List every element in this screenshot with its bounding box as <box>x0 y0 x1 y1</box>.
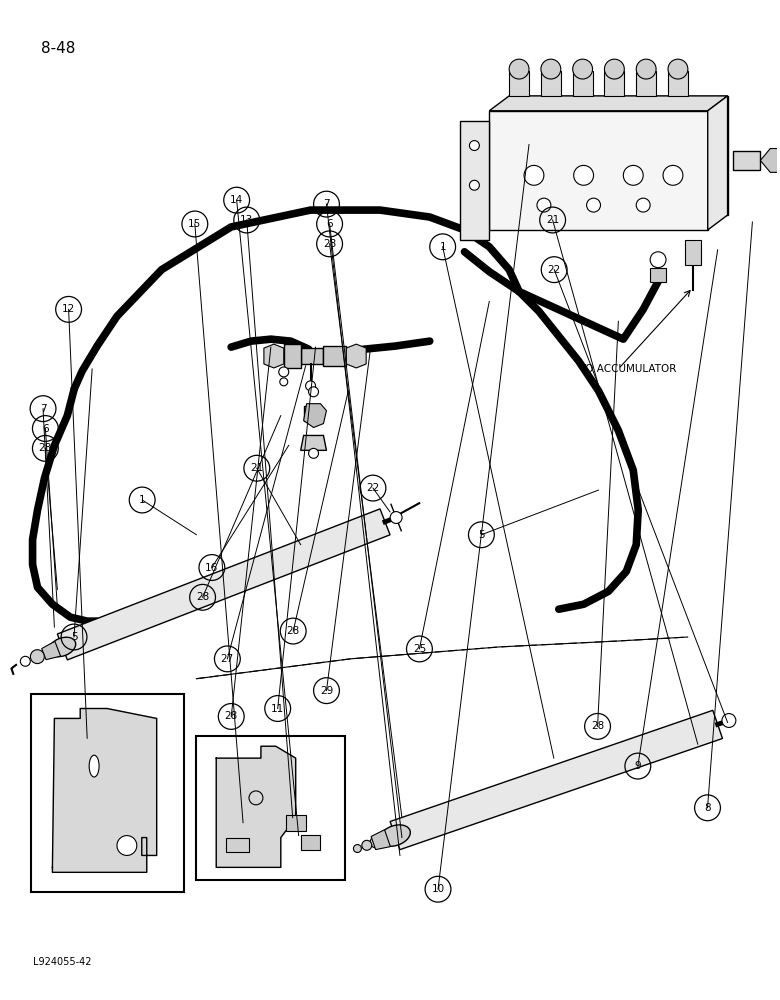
Circle shape <box>541 59 561 79</box>
Polygon shape <box>459 121 489 240</box>
Polygon shape <box>346 344 366 368</box>
Text: 1: 1 <box>139 495 146 505</box>
Text: 28: 28 <box>39 443 52 453</box>
Text: 14: 14 <box>230 195 243 205</box>
Polygon shape <box>284 344 300 368</box>
Polygon shape <box>303 406 321 421</box>
Circle shape <box>722 714 736 727</box>
Polygon shape <box>668 71 688 96</box>
Circle shape <box>604 59 624 79</box>
Circle shape <box>278 367 289 377</box>
Bar <box>197 736 346 880</box>
Polygon shape <box>324 346 346 366</box>
Text: 6: 6 <box>42 424 48 434</box>
Text: 12: 12 <box>62 304 75 314</box>
Polygon shape <box>489 96 728 111</box>
Text: 27: 27 <box>221 654 234 664</box>
Polygon shape <box>371 830 390 850</box>
Circle shape <box>623 165 644 185</box>
Polygon shape <box>264 344 284 368</box>
Polygon shape <box>41 641 61 660</box>
Text: 5: 5 <box>71 632 77 642</box>
Text: 8: 8 <box>704 803 711 813</box>
Text: 7: 7 <box>40 404 46 414</box>
Ellipse shape <box>49 637 76 657</box>
Bar <box>30 694 185 892</box>
Polygon shape <box>685 240 700 265</box>
Polygon shape <box>300 835 321 850</box>
Circle shape <box>370 836 382 848</box>
Polygon shape <box>732 151 760 170</box>
Text: TO ACCUMULATOR: TO ACCUMULATOR <box>579 364 676 374</box>
Text: 9: 9 <box>634 761 641 771</box>
Text: 8-48: 8-48 <box>41 41 75 56</box>
Polygon shape <box>285 815 306 831</box>
Text: 7: 7 <box>323 199 330 209</box>
Ellipse shape <box>89 755 99 777</box>
Polygon shape <box>489 111 707 230</box>
Text: 28: 28 <box>225 711 238 721</box>
Circle shape <box>573 59 593 79</box>
Polygon shape <box>509 96 728 215</box>
Polygon shape <box>300 348 324 364</box>
Circle shape <box>280 378 288 386</box>
Text: 10: 10 <box>431 884 445 894</box>
Polygon shape <box>390 710 722 850</box>
Circle shape <box>306 381 316 391</box>
Text: 22: 22 <box>548 265 561 275</box>
Circle shape <box>668 59 688 79</box>
Polygon shape <box>707 96 728 230</box>
Text: 15: 15 <box>188 219 201 229</box>
Circle shape <box>390 512 402 523</box>
Polygon shape <box>216 746 296 867</box>
Polygon shape <box>573 71 593 96</box>
Polygon shape <box>57 509 390 660</box>
Polygon shape <box>300 435 327 450</box>
Polygon shape <box>52 709 157 872</box>
Text: 21: 21 <box>250 463 264 473</box>
Text: L924055-42: L924055-42 <box>33 957 91 967</box>
Text: 11: 11 <box>271 704 285 714</box>
Text: 5: 5 <box>478 530 484 540</box>
Text: 22: 22 <box>367 483 380 493</box>
Circle shape <box>117 836 136 855</box>
Circle shape <box>362 840 372 850</box>
Text: 1: 1 <box>439 242 446 252</box>
Polygon shape <box>651 268 666 282</box>
Circle shape <box>30 650 44 664</box>
Circle shape <box>587 198 601 212</box>
Text: 25: 25 <box>413 644 426 654</box>
Circle shape <box>353 845 361 853</box>
Circle shape <box>524 165 544 185</box>
Circle shape <box>309 448 318 458</box>
Circle shape <box>663 165 683 185</box>
Text: 28: 28 <box>591 721 604 731</box>
Text: 29: 29 <box>320 686 333 696</box>
Polygon shape <box>760 149 780 172</box>
Circle shape <box>636 59 656 79</box>
Circle shape <box>537 198 551 212</box>
Text: 6: 6 <box>326 219 333 229</box>
Text: 13: 13 <box>240 215 254 225</box>
Circle shape <box>20 656 30 666</box>
Polygon shape <box>509 71 529 96</box>
Text: 28: 28 <box>196 592 209 602</box>
Circle shape <box>651 252 666 268</box>
Circle shape <box>509 59 529 79</box>
Polygon shape <box>636 71 656 96</box>
Text: 21: 21 <box>546 215 559 225</box>
Ellipse shape <box>380 825 410 846</box>
Circle shape <box>309 387 318 397</box>
Polygon shape <box>541 71 561 96</box>
Circle shape <box>470 180 480 190</box>
Circle shape <box>573 165 594 185</box>
Circle shape <box>470 141 480 151</box>
Text: 28: 28 <box>323 239 336 249</box>
Polygon shape <box>226 838 249 852</box>
Text: 16: 16 <box>205 563 218 573</box>
Text: 28: 28 <box>286 626 300 636</box>
Circle shape <box>636 198 651 212</box>
Polygon shape <box>303 404 327 428</box>
Polygon shape <box>604 71 624 96</box>
